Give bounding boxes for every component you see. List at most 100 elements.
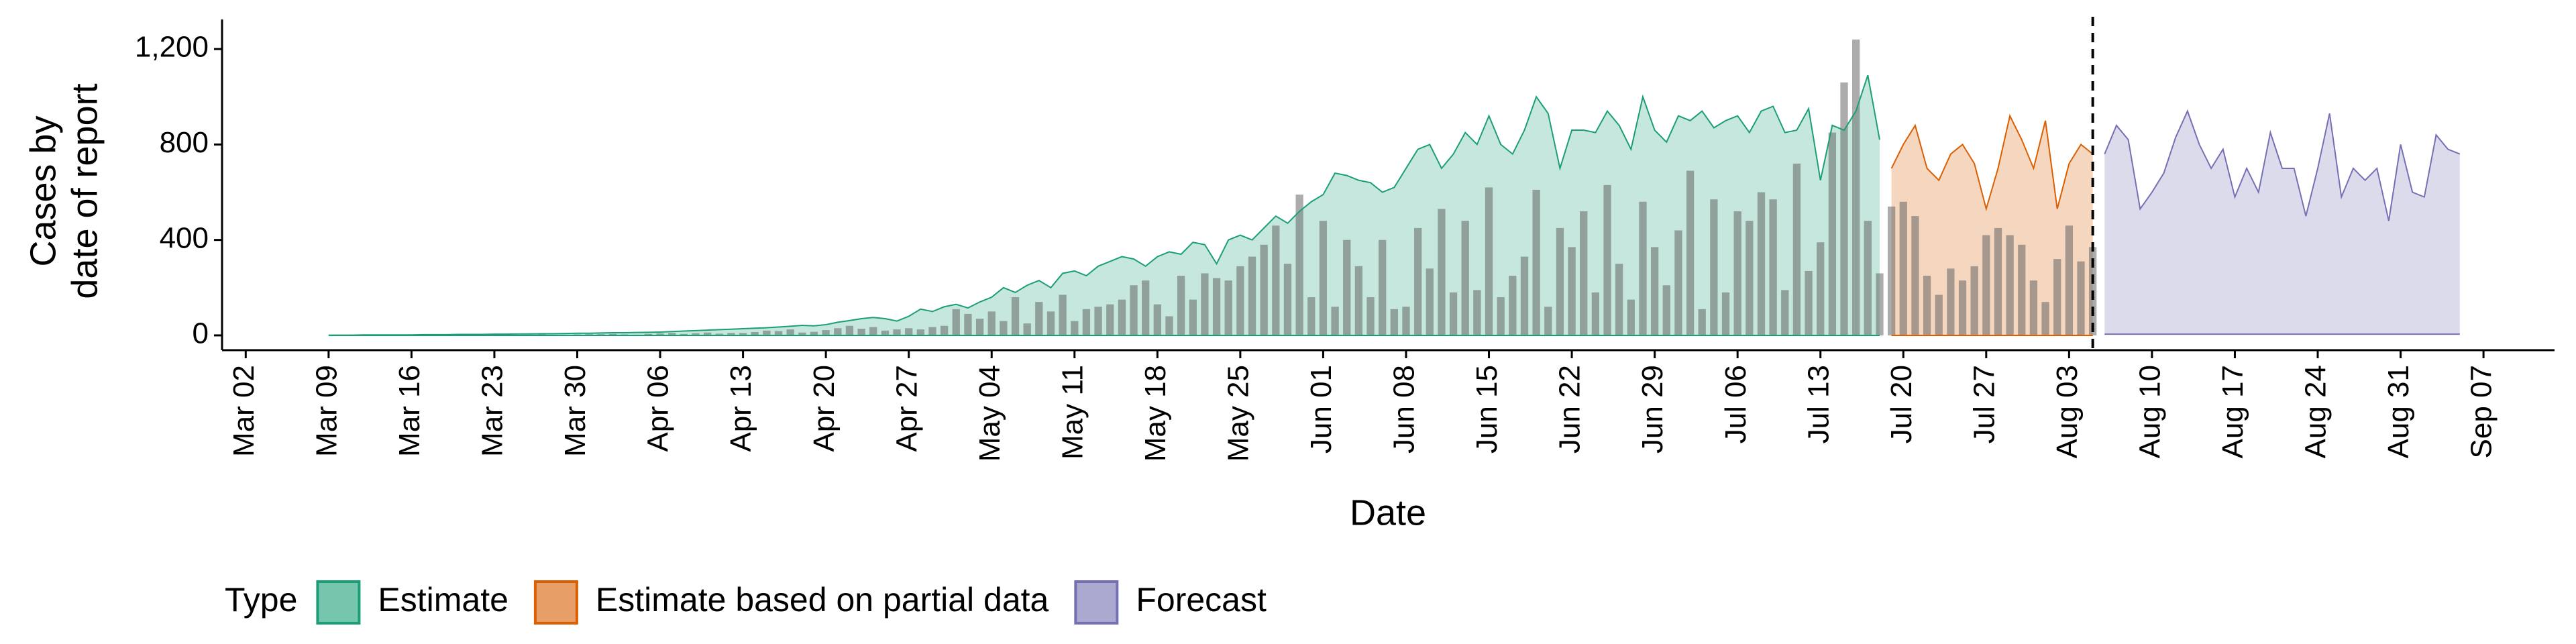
x-tick-label: May 04 (973, 365, 1006, 462)
bar (810, 331, 818, 335)
bar (1792, 163, 1801, 335)
bar (952, 309, 960, 335)
bar (1627, 299, 1635, 335)
bar (727, 333, 735, 335)
bar (1023, 323, 1031, 335)
bar (1319, 221, 1328, 335)
bar (1094, 307, 1102, 335)
legend-key (1074, 580, 1119, 625)
bar (1591, 292, 1600, 335)
ribbon (1891, 115, 2093, 335)
bar (1674, 230, 1682, 335)
bar (2065, 225, 2074, 335)
bar (1343, 239, 1351, 335)
ribbon (2104, 111, 2460, 335)
bar (751, 331, 759, 335)
bar (1580, 211, 1588, 335)
bar (2077, 261, 2085, 335)
bar (1224, 280, 1232, 335)
bar (1449, 292, 1458, 335)
bar (1840, 82, 1848, 335)
bar (1544, 307, 1552, 335)
y-tick-label: 0 (193, 317, 209, 350)
bar (1236, 266, 1244, 335)
bar (1106, 304, 1114, 335)
bar (798, 332, 806, 335)
x-tick-label: Mar 02 (227, 365, 260, 457)
bar (1497, 297, 1505, 335)
bar (928, 327, 936, 335)
x-tick-label: May 18 (1139, 365, 1172, 462)
bar (1260, 244, 1268, 335)
x-tick-label: Aug 24 (2300, 365, 2332, 458)
bar (763, 330, 771, 335)
bar (1390, 309, 1398, 335)
x-tick-label: Aug 10 (2134, 365, 2167, 458)
bar (1402, 307, 1410, 335)
bar (1899, 201, 1907, 335)
bar (1864, 221, 1872, 335)
bar (715, 333, 723, 335)
legend: Type Estimate Estimate based on partial d… (225, 580, 1267, 625)
y-axis-title: date of report (64, 83, 105, 299)
bar (1520, 256, 1529, 335)
bar (1046, 311, 1055, 335)
bar (1923, 276, 1931, 335)
bar (1438, 209, 1446, 335)
bar (1248, 256, 1256, 335)
bar (1426, 268, 1434, 335)
bar (1710, 199, 1718, 335)
bar (739, 333, 747, 335)
bar (1354, 266, 1363, 335)
bar (1177, 276, 1185, 335)
bar (1721, 292, 1730, 335)
x-tick-label: Sep 07 (2465, 365, 2498, 458)
bar (822, 330, 830, 335)
bar (1982, 235, 1990, 335)
bar (1556, 227, 1564, 335)
legend-key (316, 580, 361, 625)
bar (1650, 247, 1659, 335)
bar (1781, 290, 1789, 335)
bar (1461, 221, 1469, 335)
bar (1958, 280, 1967, 335)
bar (2029, 280, 2038, 335)
bar (1852, 39, 1860, 335)
bar (845, 325, 854, 335)
bar (1307, 297, 1316, 335)
bar (987, 311, 996, 335)
bar (1035, 302, 1043, 335)
bar (1165, 316, 1173, 335)
x-tick-label: Jul 20 (1885, 365, 1918, 443)
bar (1947, 268, 1955, 335)
bar (2018, 244, 2026, 335)
ribbon (328, 75, 1880, 335)
bar (1698, 309, 1706, 335)
bar (1413, 227, 1422, 335)
bar (1059, 294, 1067, 335)
bar (1686, 170, 1695, 335)
x-tick-label: Jun 01 (1305, 365, 1338, 453)
bar (644, 333, 653, 335)
bar (1295, 195, 1303, 335)
bar (1509, 276, 1517, 335)
bar (1828, 132, 1837, 335)
bar (608, 333, 617, 335)
bar (1331, 307, 1339, 335)
bar (1757, 192, 1766, 335)
plot-area (328, 17, 2461, 350)
bar (975, 319, 984, 335)
bar (834, 328, 842, 335)
bar (1639, 201, 1647, 335)
bar (1118, 299, 1126, 335)
bar (893, 329, 901, 335)
x-tick-label: May 11 (1056, 365, 1089, 460)
bar (1746, 221, 1754, 335)
bar (1876, 273, 1884, 335)
x-tick-label: Jun 15 (1470, 365, 1503, 453)
x-tick-label: Aug 31 (2382, 365, 2415, 458)
upper-line (1890, 113, 2094, 212)
x-tick-label: May 25 (1222, 365, 1255, 462)
bar (1805, 270, 1813, 335)
